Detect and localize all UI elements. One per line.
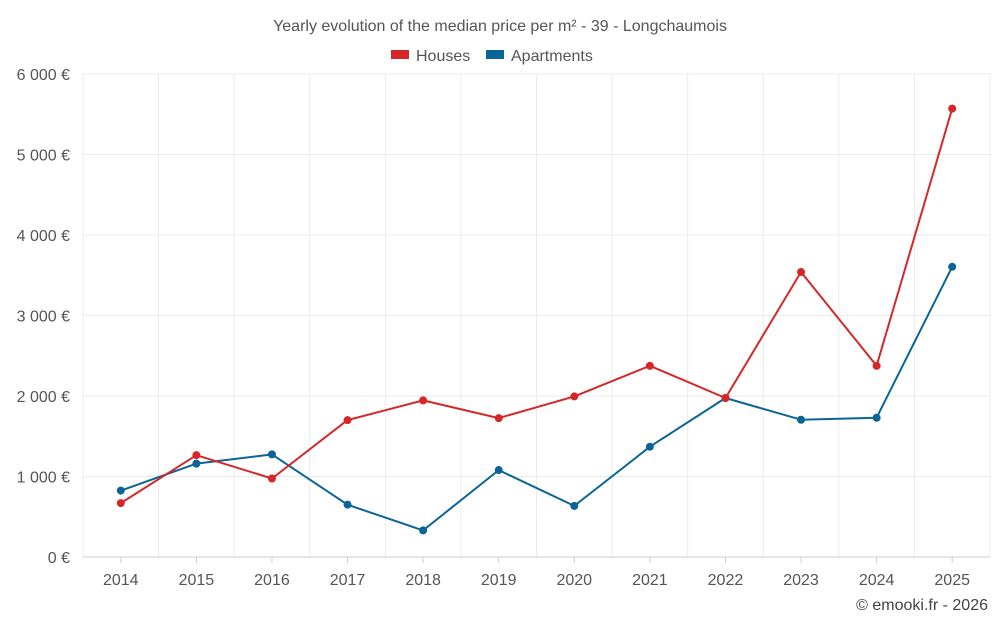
legend-label-apartments[interactable]: Apartments — [511, 48, 593, 65]
x-tick-label: 2015 — [179, 572, 215, 589]
series-line-houses — [120, 108, 954, 504]
data-point-apartments — [948, 262, 957, 271]
data-point-houses — [721, 394, 730, 403]
y-tick-label: 5 000 € — [17, 148, 70, 165]
series — [116, 104, 957, 535]
data-point-apartments — [872, 413, 881, 422]
y-tick-label: 2 000 € — [17, 389, 70, 406]
y-tick-label: 3 000 € — [17, 309, 70, 326]
legend-label-houses[interactable]: Houses — [416, 48, 470, 65]
x-tick-label: 2025 — [934, 572, 970, 589]
data-point-apartments — [570, 501, 579, 510]
legend: Houses Apartments — [391, 48, 593, 65]
x-tick-label: 2014 — [103, 572, 139, 589]
data-point-houses — [797, 268, 806, 277]
data-point-houses — [116, 499, 125, 508]
data-point-apartments — [494, 466, 503, 475]
y-tick-label: 4 000 € — [17, 228, 70, 245]
legend-swatch-houses — [391, 50, 409, 59]
data-point-houses — [192, 451, 201, 460]
data-point-apartments — [343, 500, 352, 509]
data-point-houses — [267, 474, 276, 483]
data-point-houses — [494, 414, 503, 423]
series-line-apartments — [120, 266, 954, 532]
x-tick-label: 2022 — [708, 572, 744, 589]
data-point-houses — [645, 361, 654, 370]
data-point-apartments — [267, 450, 276, 459]
data-point-houses — [872, 361, 881, 370]
y-tick-label: 1 000 € — [17, 470, 70, 487]
x-tick-label: 2023 — [783, 572, 819, 589]
chart-title: Yearly evolution of the median price per… — [273, 18, 727, 35]
data-point-apartments — [192, 459, 201, 468]
y-tick-label: 0 € — [48, 550, 70, 567]
axes: 0 € 1 000 € 2 000 € 3 000 € 4 000 € 5 000 € 6 … — [17, 67, 990, 589]
data-point-apartments — [645, 442, 654, 451]
x-tick-label: 2024 — [859, 572, 895, 589]
x-tick-label: 2019 — [481, 572, 517, 589]
legend-swatch-apartments — [486, 50, 504, 59]
data-point-houses — [419, 396, 428, 405]
x-tick-label: 2021 — [632, 572, 668, 589]
data-point-apartments — [797, 415, 806, 424]
x-tick-label: 2017 — [330, 572, 366, 589]
grid — [82, 73, 991, 557]
data-point-houses — [948, 104, 957, 113]
data-point-houses — [343, 416, 352, 425]
credit-text: © emooki.fr - 2026 — [856, 597, 988, 614]
y-tick-label: 6 000 € — [17, 67, 70, 84]
data-point-houses — [570, 392, 579, 401]
x-tick-label: 2020 — [556, 572, 592, 589]
x-tick-label: 2016 — [254, 572, 290, 589]
x-tick-label: 2018 — [405, 572, 441, 589]
data-point-apartments — [419, 526, 428, 535]
data-point-apartments — [116, 486, 125, 495]
